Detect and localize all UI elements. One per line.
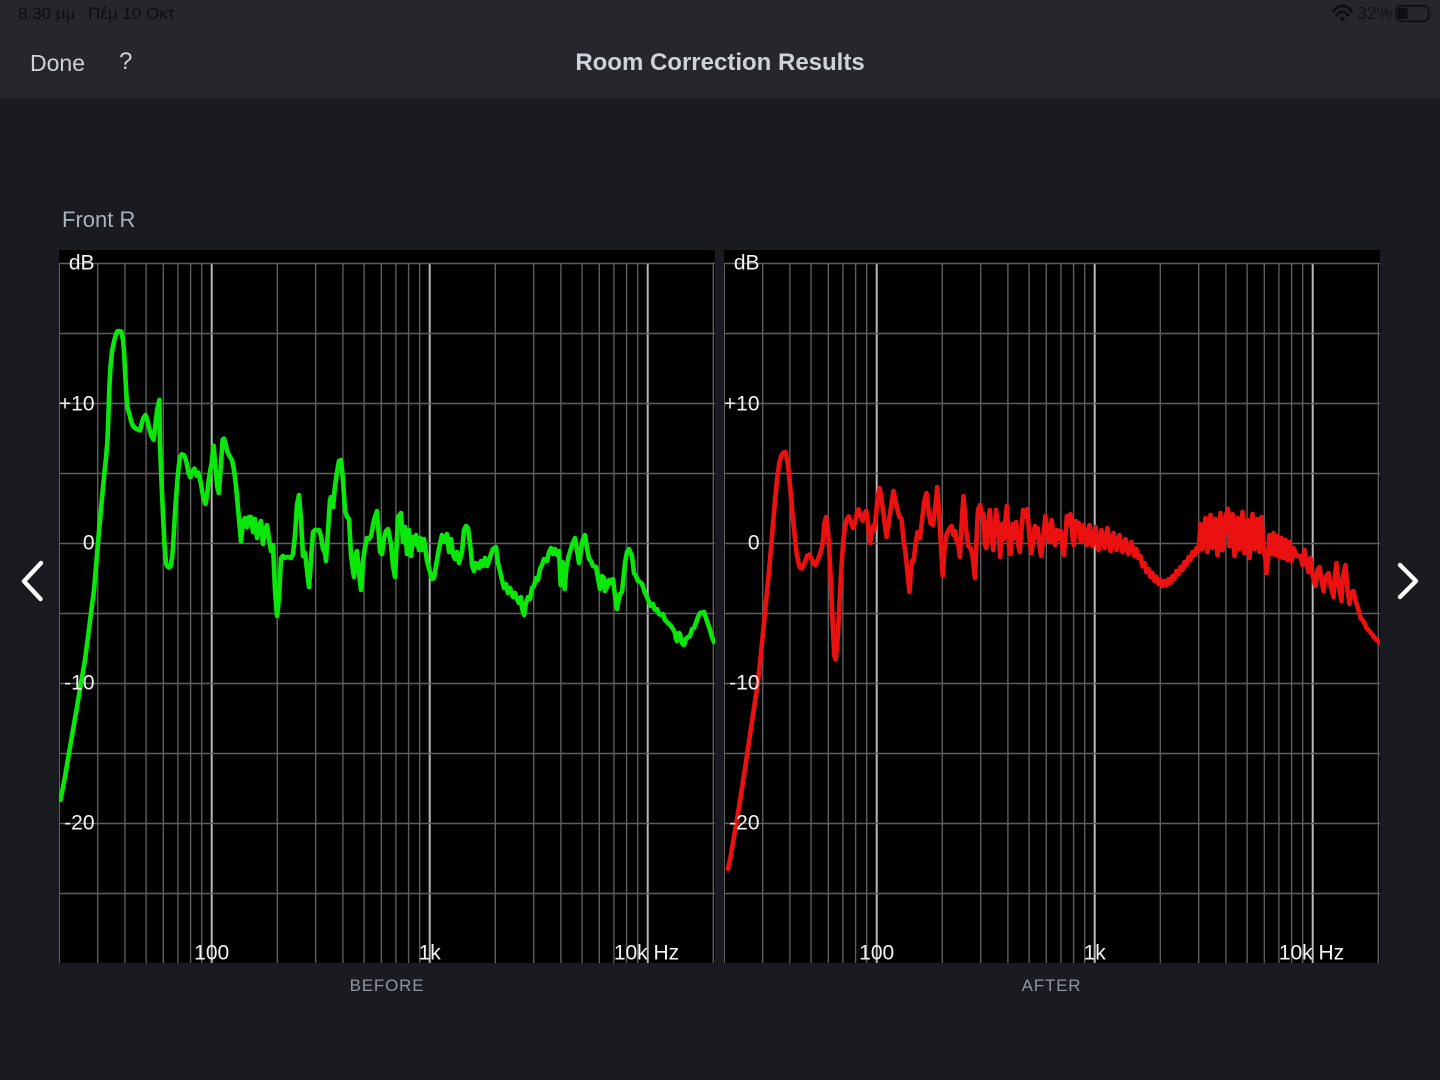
svg-text:100: 100 xyxy=(859,942,894,964)
svg-text:-20: -20 xyxy=(729,812,759,835)
svg-text:-10: -10 xyxy=(64,672,94,695)
svg-text:100: 100 xyxy=(194,942,229,964)
svg-text:+10: +10 xyxy=(724,393,760,416)
svg-text:10k Hz: 10k Hz xyxy=(1278,942,1343,964)
svg-text:0: 0 xyxy=(83,532,95,555)
svg-text:-20: -20 xyxy=(64,812,94,835)
svg-text:dB: dB xyxy=(733,252,759,275)
svg-text:1k: 1k xyxy=(419,942,442,964)
svg-text:1k: 1k xyxy=(1083,942,1106,964)
svg-text:10k Hz: 10k Hz xyxy=(614,942,679,964)
svg-text:-10: -10 xyxy=(729,672,759,695)
svg-text:+10: +10 xyxy=(59,393,95,416)
svg-text:dB: dB xyxy=(69,252,95,275)
svg-text:0: 0 xyxy=(747,532,759,555)
